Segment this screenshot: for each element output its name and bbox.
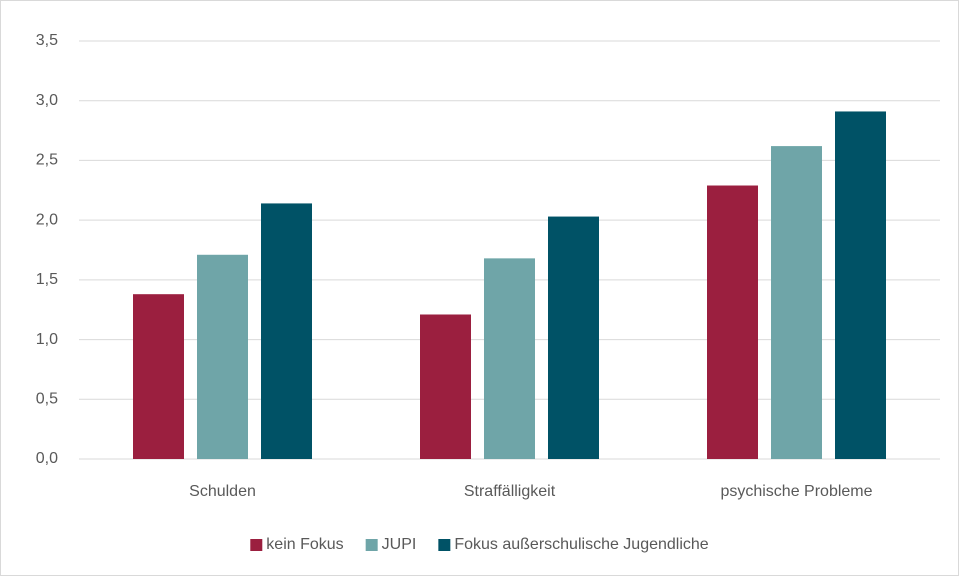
bar xyxy=(707,185,758,459)
legend-label: kein Fokus xyxy=(266,536,343,553)
bar xyxy=(771,146,822,459)
legend-swatch xyxy=(438,539,451,551)
bar xyxy=(484,258,535,459)
y-tick-label: 0,0 xyxy=(36,450,58,467)
bar xyxy=(197,254,248,459)
y-tick-label: 1,0 xyxy=(36,331,58,348)
legend: kein Fokus JUPI Fokus außerschulische Juge… xyxy=(250,536,709,553)
legend-label: JUPI xyxy=(382,536,417,553)
y-tick-label: 0,5 xyxy=(36,391,58,408)
x-tick-label: Straffälligkeit xyxy=(464,483,556,500)
x-tick-label: Schulden xyxy=(189,483,256,500)
legend-swatch xyxy=(250,539,263,551)
y-tick-label: 3,5 xyxy=(36,32,58,49)
bar xyxy=(548,216,599,459)
x-tick-label: psychische Probleme xyxy=(720,483,872,500)
legend-swatch xyxy=(365,539,378,551)
bar xyxy=(261,203,312,459)
y-tick-label: 1,5 xyxy=(36,271,58,288)
y-tick-label: 2,5 xyxy=(36,152,58,169)
bar xyxy=(420,314,471,459)
bar xyxy=(133,294,184,459)
bar xyxy=(835,111,886,459)
y-tick-label: 2,0 xyxy=(36,211,58,228)
legend-label: Fokus außerschulische Jugendliche xyxy=(454,536,708,553)
y-tick-label: 3,0 xyxy=(36,92,58,109)
